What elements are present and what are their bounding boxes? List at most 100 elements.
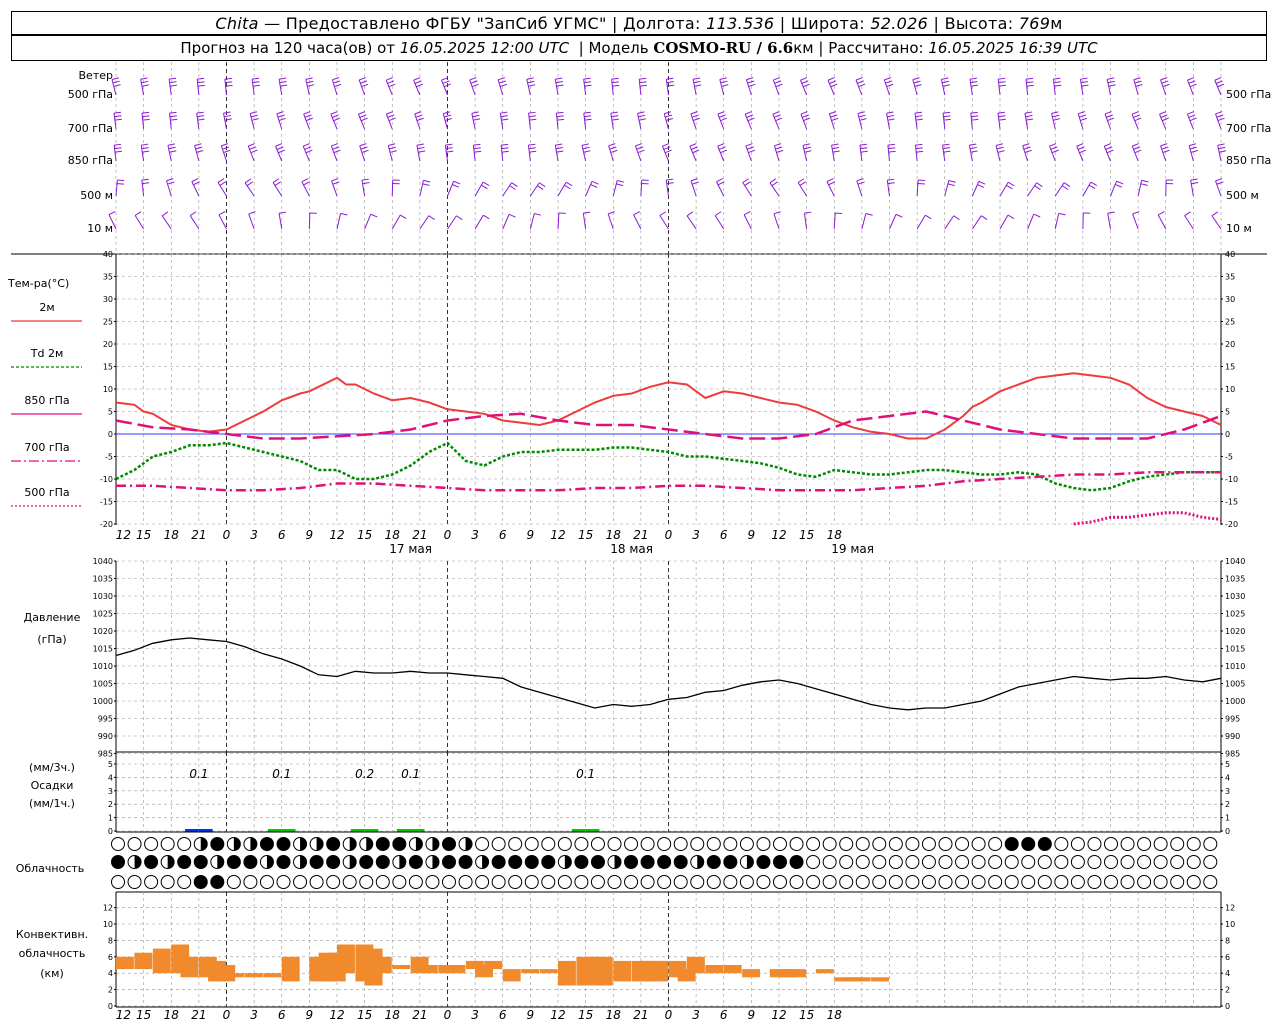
wind-barb-feather <box>775 146 783 150</box>
cloud-circle <box>226 875 241 889</box>
cloud-circle <box>541 837 556 851</box>
precip-value-label: 0.1 <box>401 767 420 781</box>
x-hour-label: 6 <box>278 528 286 542</box>
pressure-tick-left: 1010 <box>93 662 113 671</box>
wind-barb-feather <box>277 114 285 118</box>
wind-barb-feather <box>995 143 1003 146</box>
wind-barb-feather <box>446 150 454 153</box>
wind-barb <box>1214 80 1222 96</box>
wind-barb-feather <box>443 111 451 115</box>
x-hour-label-bottom: 15 <box>357 1008 372 1022</box>
wind-barb-feather <box>189 211 197 216</box>
wind-barb-feather <box>584 118 592 121</box>
wind-barb-feather <box>969 146 978 150</box>
wind-barb-feather <box>997 111 1006 114</box>
wind-barb-feather <box>217 178 225 183</box>
wind-barb-feather <box>1054 84 1062 87</box>
wind-barb-feather <box>1049 143 1057 147</box>
wind-barb-feather <box>278 149 285 154</box>
wind-barb-feather <box>915 115 923 118</box>
wind-barb <box>640 179 643 197</box>
cloud-circle <box>177 875 192 889</box>
temp-series-line <box>1073 511 1222 526</box>
wind-barb-feather <box>686 211 694 217</box>
wind-barb <box>305 79 310 96</box>
wind-barb <box>1215 180 1222 197</box>
wind-level-label-right: 700 гПа <box>1226 122 1271 135</box>
wind-barb-feather <box>827 77 835 81</box>
wind-barb-feather <box>887 114 895 118</box>
wind-barb-feather <box>225 81 233 84</box>
wind-barb-feather <box>114 147 122 150</box>
conv-bar <box>465 960 484 970</box>
cloud-circle <box>640 855 655 869</box>
wind-barb-feather <box>1090 181 1098 186</box>
wind-barb <box>607 213 614 230</box>
wind-barb <box>772 79 780 96</box>
wind-barb-feather <box>769 178 777 184</box>
wind-barb-feather <box>1007 181 1015 187</box>
wind-barb-feather <box>529 150 537 153</box>
precip-panel-title: Осадки <box>31 779 74 792</box>
x-hour-label-bottom: 12 <box>116 1008 131 1022</box>
wind-barb-feather <box>639 77 647 80</box>
x-hour-label: 15 <box>799 528 814 542</box>
wind-barb-feather <box>1215 111 1223 115</box>
temp-tick-right: 0 <box>1225 430 1230 439</box>
wind-barb-feather <box>500 115 508 118</box>
wind-barb-feather <box>252 81 260 84</box>
wind-barb-feather <box>340 212 348 216</box>
wind-barb <box>686 215 697 230</box>
wind-barb-feather <box>555 77 563 80</box>
wind-barb <box>633 214 642 230</box>
cloud-circle <box>673 855 688 869</box>
cloud-circle <box>607 837 622 851</box>
cloud-circle <box>1120 855 1135 869</box>
pressure-tick-right: 995 <box>1225 715 1240 724</box>
wind-barb-feather <box>113 84 121 87</box>
cloud-panel-title: Облачность <box>16 862 85 875</box>
pressure-tick-right: 1000 <box>1225 697 1245 706</box>
wind-barb-feather <box>1053 81 1061 84</box>
cloud-circle-half <box>266 855 274 869</box>
wind-barb-feather <box>1052 114 1060 118</box>
wind-barb-feather <box>306 80 314 84</box>
cloud-circle <box>789 875 804 889</box>
wind-barb <box>331 180 338 197</box>
x-hour-label-bottom: 12 <box>550 1008 565 1022</box>
cloud-circle <box>690 875 705 889</box>
wind-barb-feather <box>1053 77 1061 80</box>
cloud-circle-half <box>482 855 489 869</box>
wind-barb-feather <box>942 84 950 87</box>
temp-series-line <box>115 372 1222 440</box>
wind-barb <box>218 214 227 230</box>
wind-barb <box>638 79 642 96</box>
wind-barb-feather <box>746 146 754 150</box>
wind-barb-feather <box>169 111 177 114</box>
wind-barb-feather <box>888 147 896 150</box>
wind-barb-feather <box>803 146 811 150</box>
wind-barb-feather <box>859 118 867 121</box>
wind-barb-feather <box>358 111 366 115</box>
wind-barb <box>745 145 752 162</box>
wind-barb-feather <box>445 143 453 146</box>
wind-level-label: 10 м <box>87 222 113 235</box>
precip-bar <box>267 829 296 832</box>
wind-barb-feather <box>666 182 674 185</box>
wind-barb <box>886 180 890 197</box>
cloud-circle <box>905 875 920 889</box>
wind-barb-feather <box>332 146 340 150</box>
wind-barb <box>247 145 255 162</box>
wind-barb-feather <box>1061 185 1069 190</box>
wind-barb <box>772 114 780 130</box>
conv-tick-left: 0 <box>108 1002 113 1011</box>
wind-barb-feather <box>482 214 490 220</box>
wind-barb <box>637 113 642 130</box>
alt-unit: м <box>1050 13 1063 33</box>
wind-barb-feather <box>1023 146 1031 150</box>
wind-barb <box>1131 113 1139 130</box>
cloud-circle <box>111 837 125 851</box>
pressure-tick-left: 995 <box>98 715 113 724</box>
cloud-circle <box>673 837 688 851</box>
wind-barb <box>859 145 863 162</box>
